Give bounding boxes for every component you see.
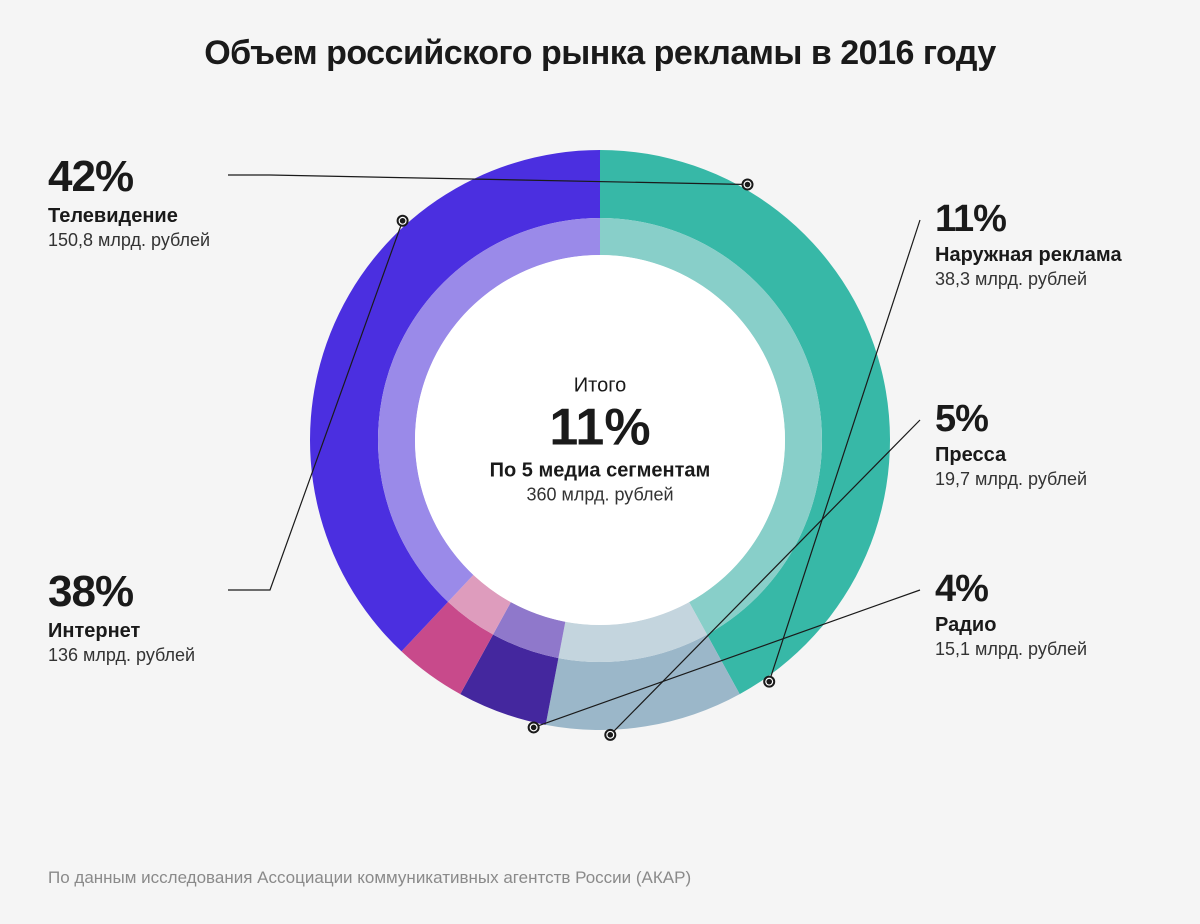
chart-title: Объем российского рынка рекламы в 2016 г… [0,0,1200,73]
center-top: Итого [490,375,711,398]
label-outdoor-value: 38,3 млрд. рублей [935,269,1122,290]
center-percent: 11% [490,402,711,454]
label-radio-percent: 4% [935,570,1087,608]
label-tv: 42% Телевидение 150,8 млрд. рублей [48,155,210,251]
label-internet-name: Интернет [48,620,195,643]
label-press-name: Пресса [935,444,1087,467]
label-press-percent: 5% [935,400,1087,438]
center-sub2: 360 млрд. рублей [490,485,711,506]
center-block: Итого 11% По 5 медиа сегментам 360 млрд.… [490,375,711,506]
label-tv-name: Телевидение [48,205,210,228]
label-press-value: 19,7 млрд. рублей [935,469,1087,490]
donut-chart: Итого 11% По 5 медиа сегментам 360 млрд.… [290,130,910,750]
label-radio: 4% Радио 15,1 млрд. рублей [935,570,1087,660]
label-press: 5% Пресса 19,7 млрд. рублей [935,400,1087,490]
center-sub1: По 5 медиа сегментам [490,460,711,483]
label-outdoor: 11% Наружная реклама 38,3 млрд. рублей [935,200,1122,290]
label-tv-percent: 42% [48,155,210,199]
label-internet: 38% Интернет 136 млрд. рублей [48,570,195,666]
label-internet-percent: 38% [48,570,195,614]
label-outdoor-name: Наружная реклама [935,244,1122,267]
label-tv-value: 150,8 млрд. рублей [48,230,210,251]
label-radio-value: 15,1 млрд. рублей [935,639,1087,660]
label-internet-value: 136 млрд. рублей [48,645,195,666]
footer-source: По данным исследования Ассоциации коммун… [48,868,691,888]
label-outdoor-percent: 11% [935,200,1122,238]
label-radio-name: Радио [935,614,1087,637]
